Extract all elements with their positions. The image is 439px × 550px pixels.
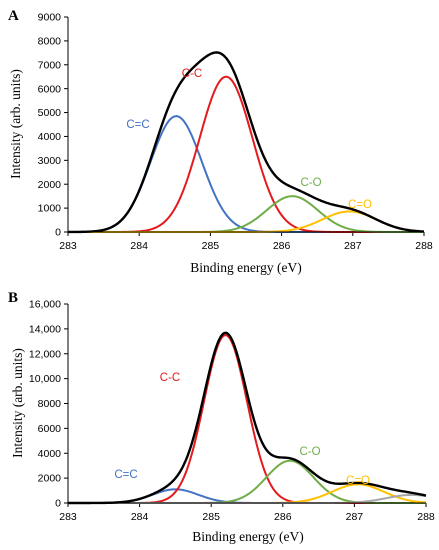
x-tick-label: 288 [415,240,433,252]
series-line-c-c [68,115,424,233]
series-label-c-o: C-O [299,446,320,458]
y-tick-label: 8000 [38,35,62,47]
panel-b-series-labels: C=C C-C C-O C=O [114,372,370,487]
x-tick-label: 284 [130,240,148,252]
series-label-c-c: C-C [182,68,202,80]
y-tick-label: 1000 [38,203,62,215]
x-tick-label: 287 [346,511,364,523]
y-tick-label: 2000 [38,473,62,485]
y-tick-label: 12,000 [29,348,61,360]
panel-b-y-axis-title: Intensity (arb. units) [10,348,25,458]
x-tick-label: 287 [344,240,362,252]
panel-a-series-labels: C=C C-C C-O C=O [126,68,372,211]
panel-a: A 0100020003000400050006000700080009000 … [8,8,433,275]
series-label-c-o: C=O [348,199,372,211]
x-tick-label: 286 [273,240,291,252]
y-tick-label: 0 [55,227,61,239]
series-label-c-c: C=C [114,469,137,481]
panel-b-x-axis-title: Binding energy (eV) [192,529,303,544]
y-tick-label: 6000 [38,423,62,435]
envelope-line [68,51,425,234]
x-tick-label: 285 [202,240,220,252]
panel-b-x-ticks: 283 284 285 286 287 288 [59,503,435,523]
series-label-c-o: C-O [300,177,321,189]
y-tick-label: 9000 [38,12,62,24]
series-label-c-c: C-C [160,372,180,384]
panel-b: B 0 2000 4000 6000 8000 10,000 12,000 14,000 16,… [8,290,435,544]
x-tick-label: 285 [202,511,220,523]
panel-a-x-axis-title: Binding energy (eV) [190,260,301,275]
panel-a-label: A [8,8,19,24]
y-tick-label: 6000 [38,83,62,95]
y-tick-label: 8000 [38,398,62,410]
x-tick-label: 284 [131,511,149,523]
series-label-c-o: C=O [346,475,370,487]
y-tick-label: 4000 [38,131,62,143]
x-tick-label: 286 [274,511,292,523]
series-line-c-o [68,459,426,504]
y-tick-label: 3000 [38,155,62,167]
panel-b-label: B [8,290,18,306]
y-tick-label: 14,000 [29,323,61,335]
panel-a-y-ticks: 0 1000 2000 3000 4000 5000 6000 7000 8000 9000 [38,12,68,239]
y-tick-label: 7000 [38,59,62,71]
panel-a-y-axis-title: Intensity (arb. units) [8,69,23,179]
y-tick-label: 4000 [38,448,62,460]
panel-a-x-ticks: 283 284 285 286 287 288 [59,232,433,252]
x-tick-label: 283 [59,240,77,252]
y-tick-label: 5000 [38,107,62,119]
x-tick-label: 288 [417,511,435,523]
envelope-line [68,331,427,505]
series-label-c-c: C=C [126,119,149,131]
y-tick-label: 0 [55,498,61,510]
panel-b-y-ticks: 0 2000 4000 6000 8000 10,000 12,000 14,000 16,00… [29,299,68,510]
x-tick-label: 283 [59,511,77,523]
y-tick-label: 10,000 [29,373,61,385]
y-tick-label: 2000 [38,179,62,191]
y-tick-label: 16,000 [29,299,61,311]
